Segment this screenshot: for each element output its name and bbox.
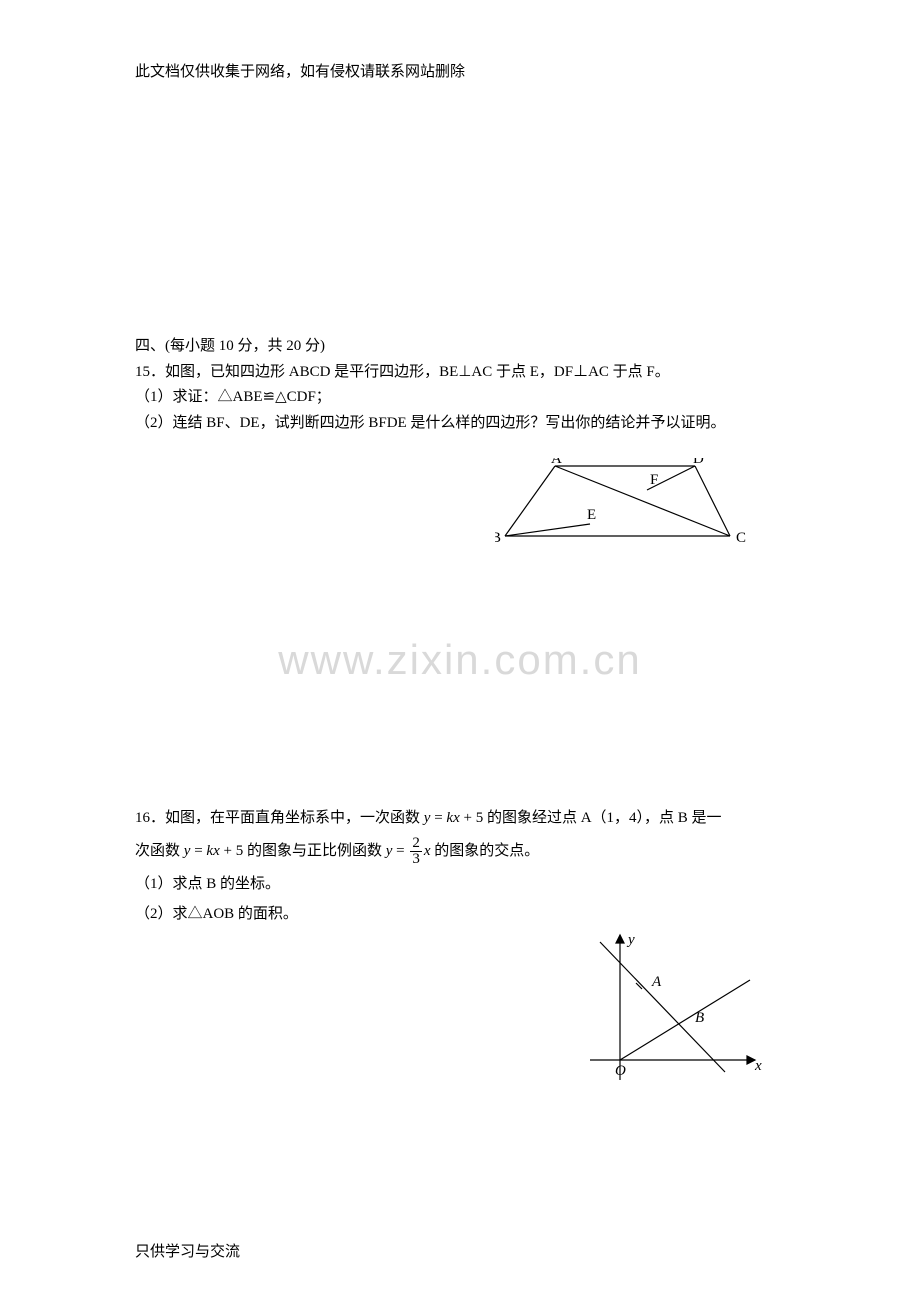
svg-text:A: A (651, 974, 662, 990)
const-5: + 5 (460, 810, 483, 826)
svg-text:F: F (650, 472, 658, 488)
q16-text: 16．如图，在平面直角坐标系中，一次函数 (135, 810, 424, 826)
svg-text:B: B (695, 1010, 704, 1026)
svg-text:x: x (754, 1058, 762, 1074)
q16-text: 次函数 (135, 843, 184, 859)
svg-text:B: B (495, 530, 501, 546)
q16-figure: Ox y A B (560, 930, 770, 1100)
q16-text: 的图象经过点 A（1，4），点 B 是一 (483, 810, 721, 826)
q16-text: 的图象的交点。 (431, 843, 540, 859)
svg-text:O: O (615, 1063, 626, 1079)
fraction-two-thirds: 23 (410, 836, 422, 867)
var-kx: kx (446, 810, 459, 826)
q16-text: 的图象与正比例函数 (243, 843, 386, 859)
q15-stem: 15．如图，已知四边形 ABCD 是平行四边形，BE⊥AC 于点 E，DF⊥AC… (135, 361, 785, 384)
svg-text:C: C (736, 530, 746, 546)
svg-text:y: y (626, 932, 635, 948)
eq-sign: = (190, 843, 206, 859)
q15-part2: （2）连结 BF、DE，试判断四边形 BFDE 是什么样的四边形？写出你的结论并… (135, 412, 785, 435)
q15-figure: A D B C E F (495, 458, 755, 558)
var-x: x (424, 843, 431, 859)
section-heading: 四、(每小题 10 分，共 20 分) (135, 335, 785, 358)
watermark: www.zixin.com.cn (0, 636, 920, 684)
q16-part2: （2）求△AOB 的面积。 (135, 901, 785, 928)
q15-part1: （1）求证：△ABE≌△CDF； (135, 386, 785, 409)
q16-part1: （1）求点 B 的坐标。 (135, 871, 785, 898)
svg-text:D: D (693, 458, 704, 467)
const-5: + 5 (220, 843, 243, 859)
fraction-numerator: 2 (410, 836, 422, 852)
svg-text:A: A (551, 458, 562, 467)
q16-stem-line1: 16．如图，在平面直角坐标系中，一次函数 y = kx + 5 的图象经过点 A… (135, 805, 785, 832)
header-note: 此文档仅供收集于网络，如有侵权请联系网站删除 (135, 60, 465, 81)
q16-block: 16．如图，在平面直角坐标系中，一次函数 y = kx + 5 的图象经过点 A… (135, 805, 785, 931)
svg-text:E: E (587, 507, 596, 523)
var-kx: kx (206, 843, 219, 859)
eq-sign: = (430, 810, 446, 826)
section-four: 四、(每小题 10 分，共 20 分) 15．如图，已知四边形 ABCD 是平行… (135, 335, 785, 437)
fraction-denominator: 3 (410, 852, 422, 867)
footer-note: 只供学习与交流 (135, 1240, 240, 1261)
q16-stem-line2: 次函数 y = kx + 5 的图象与正比例函数 y = 23x 的图象的交点。 (135, 835, 785, 868)
eq-sign: = (392, 843, 408, 859)
